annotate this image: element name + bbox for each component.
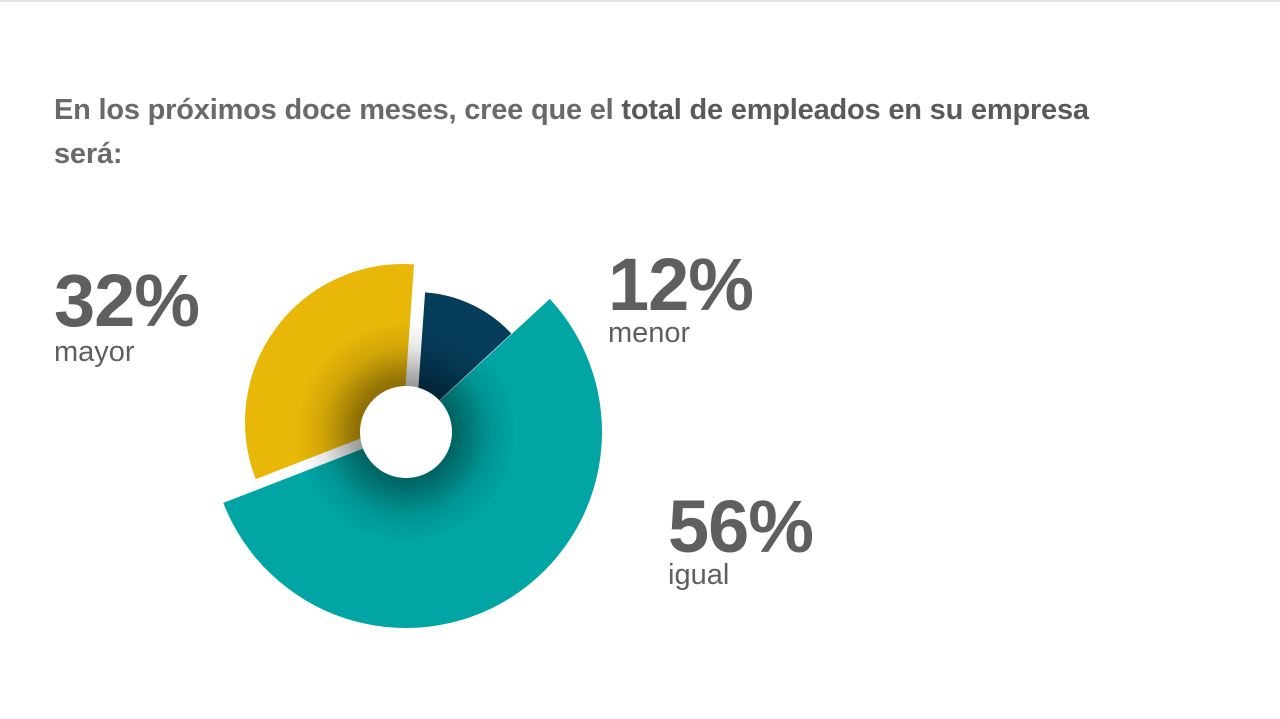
title-intro: En los próximos doce meses, cree que el xyxy=(54,94,622,126)
pct-label-menor: 12% xyxy=(608,243,754,326)
pct-label-mayor: 32% xyxy=(54,259,200,342)
category-label-igual: igual xyxy=(668,559,730,591)
category-label-mayor: mayor xyxy=(54,336,135,368)
category-label-menor: menor xyxy=(608,317,691,349)
title-emphasis: total de empleados en su empresa xyxy=(621,94,1089,126)
top-divider xyxy=(0,0,1280,2)
donut-hole xyxy=(360,386,452,478)
title-end: será: xyxy=(54,138,123,170)
chart-title: En los próximos doce meses, cree que el … xyxy=(54,88,1264,176)
pct-label-igual: 56% xyxy=(668,485,814,568)
